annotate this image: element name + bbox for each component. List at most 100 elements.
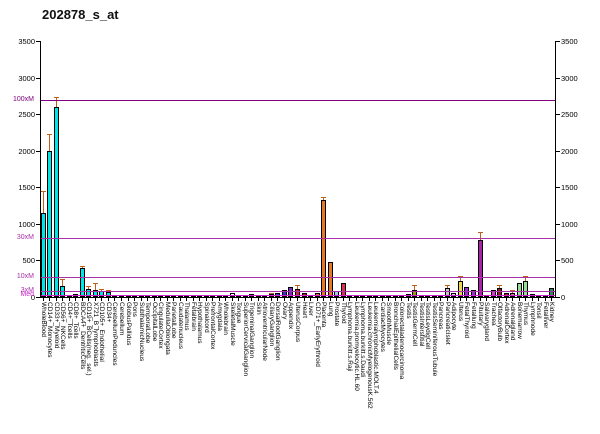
error-bar-cap: [510, 290, 515, 291]
error-bar-cap: [412, 285, 417, 286]
x-axis-tick: [349, 298, 350, 301]
bar: [86, 289, 91, 297]
reference-line-label: 10xM: [16, 273, 34, 280]
reference-line: [41, 291, 555, 292]
error-bar: [460, 276, 461, 281]
x-tick-label: Adrenalgland: [509, 302, 516, 341]
error-bar: [323, 197, 324, 200]
x-tick-label: Lymphoma.burkitt.s.Raji: [346, 302, 353, 372]
error-bar: [43, 191, 44, 213]
error-bar: [62, 279, 63, 286]
y-axis-right: [555, 41, 556, 297]
x-tick-label: UterusCorpus: [294, 302, 301, 343]
x-tick-label: Fetallung: [470, 302, 477, 329]
x-tick-label: AtrioventricularNode: [261, 302, 268, 361]
reference-line: [41, 277, 555, 278]
x-tick-label: Tonsil: [535, 302, 542, 319]
error-bar-cap: [497, 285, 502, 286]
y-axis-tick: [36, 78, 40, 79]
x-tick-label: Salivarygland: [483, 302, 490, 342]
bar: [93, 290, 98, 297]
x-axis-tick: [519, 298, 520, 301]
y-axis-tick: [556, 297, 560, 298]
x-tick-label: Tongue: [235, 302, 242, 324]
error-bar: [56, 97, 57, 107]
x-axis-tick: [545, 298, 546, 301]
bar: [471, 290, 476, 297]
y-tick-label-right: 2500: [561, 110, 578, 119]
x-axis-tick: [382, 298, 383, 301]
error-bar-cap: [523, 276, 528, 277]
x-axis-tick: [95, 298, 96, 301]
x-tick-label: OlfactoryBulb: [496, 302, 503, 342]
y-tick-label-right: 500: [561, 256, 574, 265]
reference-line: [41, 295, 555, 296]
x-axis-tick: [49, 298, 50, 301]
x-axis: [40, 297, 556, 298]
error-bar: [88, 286, 89, 289]
y-tick-label-right: 1000: [561, 220, 578, 229]
x-axis-tick: [173, 298, 174, 301]
error-bar: [82, 266, 83, 268]
error-bar-cap: [86, 286, 91, 287]
bar: [491, 290, 496, 297]
error-bar-cap: [269, 293, 274, 294]
y-tick-label-right: 2000: [561, 147, 578, 156]
y-axis-tick: [556, 224, 560, 225]
x-axis-tick: [62, 298, 63, 301]
x-axis-tick: [421, 298, 422, 301]
x-axis-tick: [408, 298, 409, 301]
x-tick-label: CD14+_Monocytes: [46, 302, 53, 358]
reference-line-label: 3xM: [20, 287, 34, 294]
x-axis-tick: [447, 298, 448, 301]
error-bar-cap: [41, 191, 46, 192]
x-axis-tick: [414, 298, 415, 301]
x-axis-tick: [323, 298, 324, 301]
bar: [497, 288, 502, 297]
x-axis-tick: [43, 298, 44, 301]
x-axis-tick: [512, 298, 513, 301]
error-bar-cap: [93, 283, 98, 284]
x-tick-label: ParietalLobe: [170, 302, 177, 339]
x-tick-label: Adipocyte: [450, 302, 457, 331]
x-axis-tick: [114, 298, 115, 301]
error-bar-cap: [478, 232, 483, 233]
y-axis-tick: [36, 297, 40, 298]
x-axis-tick: [134, 298, 135, 301]
y-tick-label: 3000: [18, 74, 35, 83]
x-axis-tick: [317, 298, 318, 301]
error-bar-cap: [54, 97, 59, 98]
x-axis-tick: [480, 298, 481, 301]
x-tick-label: CD56+_NKCells: [59, 302, 66, 350]
error-bar: [101, 289, 102, 291]
x-axis-tick: [271, 298, 272, 301]
x-axis-tick: [121, 298, 122, 301]
x-tick-label: Pons: [131, 302, 138, 317]
y-axis-tick: [36, 151, 40, 152]
x-axis-tick: [551, 298, 552, 301]
x-axis-tick: [395, 298, 396, 301]
x-tick-label: CD19+_BCells(neg._sel.): [85, 302, 92, 376]
x-axis-tick: [277, 298, 278, 301]
x-axis-tick: [453, 298, 454, 301]
x-tick-label: CD8+_Tcells: [72, 302, 79, 339]
y-tick-label-right: 0: [561, 293, 566, 302]
x-axis-tick: [434, 298, 435, 301]
y-tick-label: 1000: [18, 220, 35, 229]
x-axis-tick: [466, 298, 467, 301]
x-tick-label: Pancreas: [437, 302, 444, 330]
y-axis-tick: [36, 187, 40, 188]
bar: [321, 200, 326, 297]
bar: [412, 290, 417, 297]
x-axis-tick: [245, 298, 246, 301]
bar: [523, 281, 528, 297]
x-axis-tick: [499, 298, 500, 301]
x-tick-label: Leukemialymphoblastic.MOLT.4: [372, 302, 379, 394]
x-axis-tick: [304, 298, 305, 301]
bar: [41, 213, 46, 297]
x-tick-label: SmoothMuscle: [385, 302, 392, 345]
error-bar-cap: [80, 266, 85, 267]
y-axis-tick: [556, 78, 560, 79]
x-axis-tick: [69, 298, 70, 301]
